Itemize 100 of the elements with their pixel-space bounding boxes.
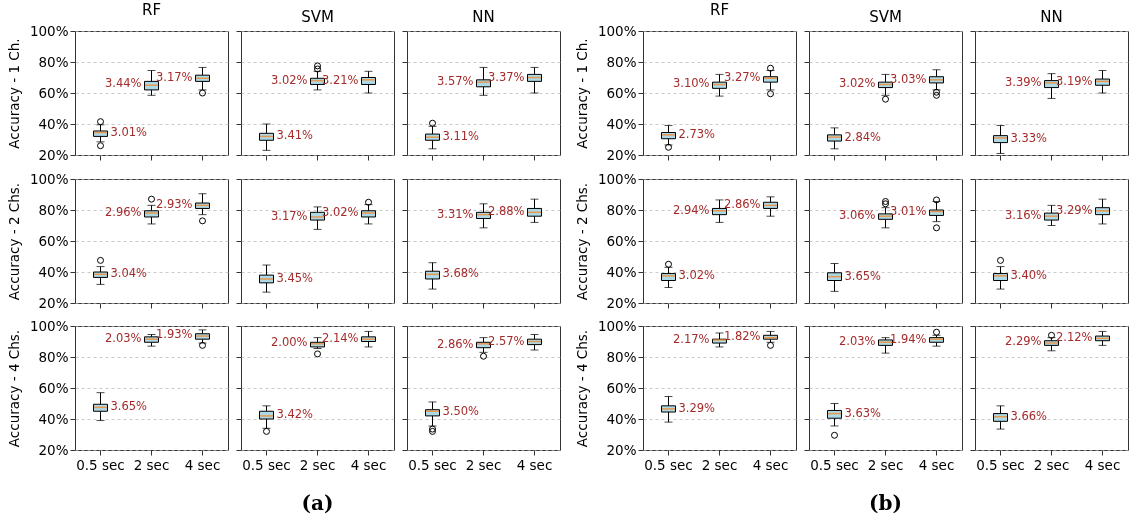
annotation: 2.96% [104,205,142,220]
annotation: 3.29% [678,400,716,415]
annotation: 2.14% [321,331,359,346]
annotation: 2.93% [155,197,193,212]
y-tick-label: 100% [29,317,69,334]
y-tick-label: 20% [38,441,69,458]
chart-title: NN [472,7,495,26]
y-tick-label: 60% [38,232,69,249]
y-tick-label: 80% [606,348,637,365]
x-tick-label: 2 sec [867,456,904,473]
y-axis-title: Accuracy - 4 Chs. [5,329,22,448]
y-tick-label: 40% [38,263,69,280]
annotation: 3.31% [436,206,474,221]
chart-title: SVM [301,7,334,26]
annotation: 3.45% [276,270,314,285]
annotation: 3.37% [487,69,525,84]
annotation: 3.50% [442,404,480,419]
y-tick-label: 40% [38,410,69,427]
annotation: 3.02% [321,205,359,220]
annotation: 3.01% [889,203,927,218]
y-axis-title: Accuracy - 4 Chs. [573,329,590,448]
annotation: 2.17% [672,331,710,346]
annotation: 2.00% [270,335,308,350]
y-tick-label: 20% [606,146,637,163]
annotation: 3.06% [838,208,876,223]
annotation: 3.66% [1010,408,1048,423]
y-tick-label: 100% [29,170,69,187]
y-tick-label: 40% [606,263,637,280]
y-tick-label: 80% [606,53,637,70]
annotation: 3.44% [104,76,142,91]
x-tick-label: 4 sec [1084,456,1121,473]
annotation: 3.16% [1004,208,1042,223]
annotation: 2.86% [436,336,474,351]
annotation: 3.68% [442,266,480,281]
x-tick-label: 0.5 sec [644,456,693,473]
annotation: 3.40% [1010,267,1048,282]
annotation: 2.73% [678,126,716,141]
annotation: 2.94% [672,202,710,217]
chart-title: RF [141,1,162,19]
annotation: 3.39% [1004,74,1042,89]
annotation: 2.86% [723,196,761,211]
y-tick-label: 100% [597,170,637,187]
text: (b) [869,491,902,515]
annotation: 1.93% [155,327,193,342]
x-tick-label: 2 sec [1033,456,1070,473]
annotation: 3.19% [1055,74,1093,89]
y-tick-label: 40% [38,115,69,132]
x-tick-label: 4 sec [516,456,553,473]
y-tick-label: 20% [38,294,69,311]
text: (a) [301,491,334,515]
y-axis-title: Accuracy - 2 Chs. [5,182,22,301]
x-tick-label: 4 sec [918,456,955,473]
y-tick-label: 80% [606,201,637,218]
y-tick-label: 100% [29,22,69,39]
annotation: 3.63% [844,406,882,421]
annotation: 3.17% [270,208,308,223]
y-tick-label: 100% [597,317,637,334]
y-tick-label: 40% [606,410,637,427]
x-tick-label: 2 sec [299,456,336,473]
x-tick-label: 4 sec [752,456,789,473]
annotation: 3.21% [321,72,359,87]
annotation: 3.02% [838,76,876,91]
annotation: 3.27% [723,70,761,85]
annotation: 3.65% [844,268,882,283]
annotation: 2.03% [104,331,142,346]
y-tick-label: 60% [38,84,69,101]
annotation: 1.94% [889,331,927,346]
x-tick-label: 2 sec [701,456,738,473]
annotation: 3.02% [678,267,716,282]
annotation: 2.12% [1055,330,1093,345]
annotation: 1.82% [723,328,761,343]
y-tick-label: 20% [38,146,69,163]
annotation: 2.84% [844,129,882,144]
y-tick-label: 20% [606,441,637,458]
annotation: 3.11% [442,129,480,144]
x-tick-label: 0.5 sec [76,456,125,473]
y-tick-label: 60% [606,379,637,396]
annotation: 3.29% [1055,202,1093,217]
annotation: 3.33% [1010,130,1048,145]
chart-title: NN [1040,7,1063,26]
annotation: 3.02% [270,72,308,87]
y-tick-label: 60% [38,379,69,396]
y-tick-label: 60% [606,84,637,101]
x-tick-label: 2 sec [133,456,170,473]
annotation: 3.03% [889,71,927,86]
annotation: 3.65% [110,399,148,414]
x-tick-label: 4 sec [350,456,387,473]
y-axis-title: Accuracy - 1 Ch. [573,38,590,149]
annotation: 3.42% [276,407,314,422]
y-tick-label: 100% [597,22,637,39]
annotation: 3.04% [110,266,148,281]
annotation: 2.57% [487,334,525,349]
x-tick-label: 0.5 sec [242,456,291,473]
annotation: 3.01% [110,125,148,140]
x-tick-label: 0.5 sec [976,456,1025,473]
annotation: 3.57% [436,74,474,89]
annotation: 3.41% [276,128,314,143]
chart-title: SVM [869,7,902,26]
y-tick-label: 80% [38,348,69,365]
y-axis-title: Accuracy - 1 Ch. [5,38,22,149]
